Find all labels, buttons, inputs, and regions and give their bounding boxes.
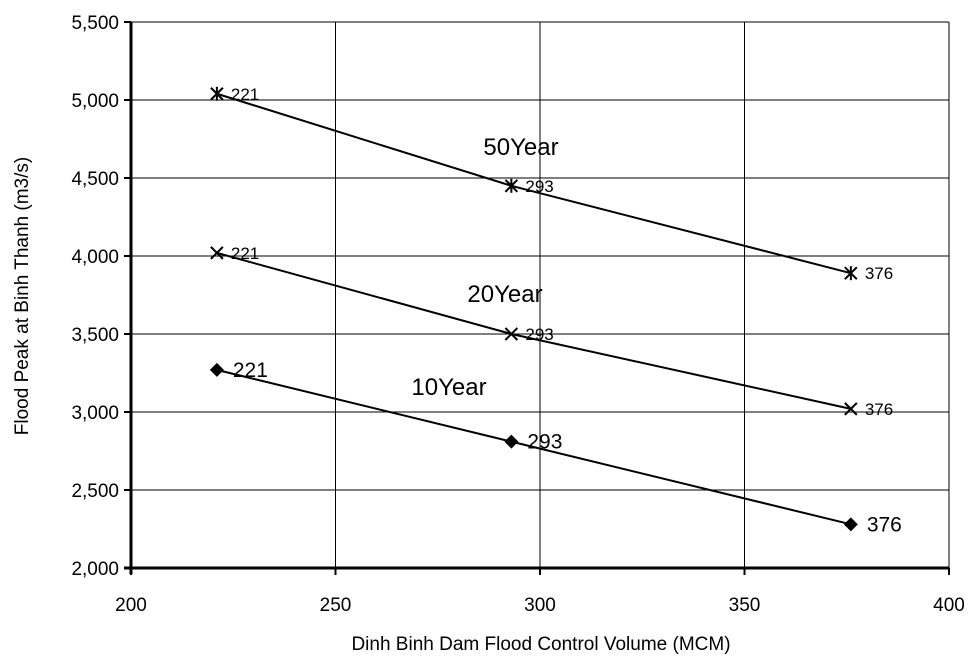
- series-x: [210, 246, 858, 416]
- x-marker-stroke: [844, 402, 858, 416]
- y-tick-label: 5,500: [71, 13, 119, 34]
- x-tick-label: 350: [729, 595, 761, 616]
- data-labels: 221 293 376 50Year 221 293 376 20Year 221 293 376 1…: [231, 85, 902, 537]
- data-label: 376: [865, 264, 893, 283]
- asterisk-marker: [504, 178, 519, 193]
- diamond-marker: [843, 517, 858, 532]
- axes: [124, 21, 950, 575]
- data-label: 293: [525, 325, 553, 344]
- x-axis-title: Dinh Binh Dam Flood Control Volume (MCM): [351, 634, 730, 655]
- diamond-marker: [209, 362, 224, 377]
- x-tick-label: 400: [933, 595, 965, 616]
- data-label: 293: [527, 431, 562, 454]
- y-tick-label: 5,000: [71, 91, 119, 112]
- data-label: 221: [231, 244, 259, 263]
- series-diamond: [209, 362, 858, 532]
- x-marker: [210, 246, 224, 260]
- x-marker-stroke: [504, 327, 519, 341]
- y-axis-title: Flood Peak at Binh Thanh (m3/s): [12, 157, 33, 435]
- x-tick-label: 200: [115, 595, 147, 616]
- data-label: 293: [525, 177, 553, 196]
- data-label: 376: [865, 400, 893, 419]
- series-name-label: 20Year: [467, 281, 542, 308]
- diamond-marker: [504, 434, 519, 449]
- y-tick-label: 4,000: [71, 247, 119, 268]
- y-tick-label: 3,500: [71, 325, 119, 346]
- x-tick-label: 250: [320, 595, 352, 616]
- series-name-label: 10Year: [411, 374, 486, 401]
- y-tick-label: 2,000: [71, 559, 119, 580]
- x-marker: [504, 327, 519, 341]
- x-marker-stroke: [210, 246, 224, 260]
- grid: [131, 21, 950, 568]
- series-name-label: 50Year: [483, 134, 558, 161]
- y-tick-label: 3,000: [71, 403, 119, 424]
- series-asterisk: [210, 86, 858, 281]
- asterisk-marker: [844, 266, 858, 281]
- y-tick-label: 2,500: [71, 481, 119, 502]
- asterisk-marker: [210, 86, 224, 101]
- data-label: 221: [231, 85, 259, 104]
- data-label: 221: [233, 359, 268, 382]
- x-tick-label: 300: [524, 595, 556, 616]
- data-label: 376: [867, 513, 902, 536]
- x-marker: [844, 402, 858, 416]
- series: [209, 86, 858, 532]
- y-tick-label: 4,500: [71, 169, 119, 190]
- tick-labels: 2,000 2,500 3,000 3,500 4,000 4,500 5,000 5,500…: [71, 13, 964, 616]
